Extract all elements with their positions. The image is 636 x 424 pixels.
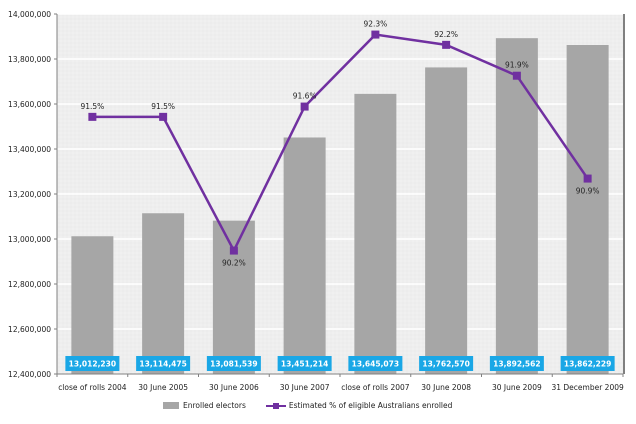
value-labels: 13,012,230 13,114,475 13,081,539 13,451,214… [65,356,615,371]
value-label: 13,645,073 [352,360,399,369]
value-label: 13,762,570 [422,360,469,369]
category-label: 30 June 2005 [138,383,188,392]
y-tick-label: 13,800,000 [8,55,51,64]
category-label: 30 June 2008 [421,383,471,392]
y-tick-labels: 12,400,000 12,600,000 12,800,000 13,000,000… [8,10,51,379]
percent-label: 91.5% [80,102,104,111]
percent-label: 90.2% [222,259,246,268]
bar [212,220,255,374]
value-label-box [206,356,261,371]
percent-line [88,30,592,255]
y-tick-label: 13,000,000 [8,235,51,244]
percent-label: 92.3% [363,20,387,29]
bar [71,236,114,374]
bar [425,67,468,374]
value-label-box [560,356,615,371]
percent-marker [442,40,451,49]
percent-marker [583,174,592,183]
percent-marker [229,246,238,255]
category-label: 30 June 2006 [209,383,259,392]
value-label-box [136,356,191,371]
category-labels: close of rolls 2004 30 June 2005 30 June 2… [58,383,624,392]
value-label: 13,114,475 [139,360,186,369]
legend-line-swatch [265,402,286,410]
bar [283,137,326,374]
value-label-box [489,356,544,371]
category-label: close of rolls 2004 [58,383,127,392]
percent-label: 90.9% [576,187,600,196]
percent-label: 91.5% [151,102,175,111]
legend-item-percent[interactable]: Estimated % of eligible Australians enro… [265,401,453,410]
value-label: 13,081,539 [210,360,257,369]
axes [54,13,625,377]
value-label-box [65,356,120,371]
bar [566,44,609,374]
category-label: 30 June 2007 [280,383,330,392]
y-tick-label: 12,400,000 [8,370,51,379]
percent-labels: 91.5% 91.5% 90.2% 91.6% 92.3% 92.2% 91.9% 90.9% [80,20,599,268]
bar [354,93,397,374]
category-label: 31 December 2009 [551,383,624,392]
percent-marker [300,102,309,111]
value-label: 13,862,229 [564,360,611,369]
y-tick-label: 13,200,000 [8,190,51,199]
y-tick-label: 13,600,000 [8,100,51,109]
value-label-box [419,356,474,371]
percent-label: 91.6% [293,92,317,101]
y-tick-label: 14,000,000 [8,10,51,19]
percent-marker [159,112,168,121]
percent-label: 91.9% [505,61,529,70]
value-label-box [277,356,332,371]
legend: Enrolled electors Estimated % of eligibl… [163,401,472,410]
percent-line-path [92,33,589,254]
category-label: 30 June 2009 [492,383,542,392]
legend-label-enrolled: Enrolled electors [183,401,246,410]
value-label: 13,892,562 [493,360,540,369]
y-tick-label: 12,800,000 [8,280,51,289]
legend-bar-swatch [163,402,179,409]
bar [142,213,185,374]
y-tick-label: 12,600,000 [8,325,51,334]
percent-marker [371,30,380,39]
y-tick-label: 13,400,000 [8,145,51,154]
bar [495,38,538,374]
percent-label: 92.2% [434,30,458,39]
value-label: 13,012,230 [69,360,116,369]
value-label-box [348,356,403,371]
value-label: 13,451,214 [281,360,328,369]
legend-label-percent: Estimated % of eligible Australians enro… [288,401,453,410]
percent-marker [512,71,521,80]
category-label: close of rolls 2007 [341,383,410,392]
legend-item-enrolled[interactable]: Enrolled electors [163,401,246,410]
bars [71,38,609,374]
percent-marker [88,112,97,121]
